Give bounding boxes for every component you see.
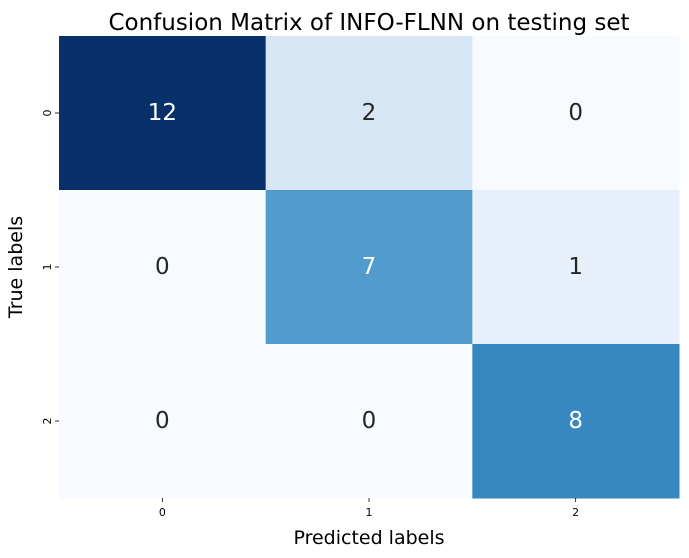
heatmap-cell-2-0 [59, 344, 267, 499]
cell-value-2-0: 0 [155, 408, 170, 434]
heatmap-cell-1-2 [472, 190, 680, 345]
y-axis-ticks: 0 1 2 [41, 110, 59, 425]
y-tick-label-1: 1 [41, 264, 54, 271]
heatmap-cells [59, 36, 680, 499]
heatmap-cell-0-1 [265, 36, 473, 191]
x-tick-label-2: 2 [572, 506, 579, 519]
cell-value-0-0: 12 [148, 100, 177, 126]
chart-title: Confusion Matrix of INFO-FLNN on testing… [108, 10, 629, 36]
y-tick-label-0: 0 [41, 110, 54, 117]
heatmap-cell-2-2 [472, 344, 680, 499]
heatmap-cell-0-0 [59, 36, 267, 191]
heatmap-cell-1-0 [59, 190, 267, 345]
cell-value-0-2: 0 [568, 100, 583, 126]
x-axis-label: Predicted labels [293, 527, 444, 549]
heatmap-cell-labels: 12 2 0 0 7 1 0 0 8 [148, 100, 583, 434]
x-tick-label-1: 1 [366, 506, 373, 519]
cell-value-1-0: 0 [155, 254, 170, 280]
heatmap-cell-1-1 [265, 190, 473, 345]
cell-value-2-2: 8 [568, 408, 583, 434]
cell-value-2-1: 0 [362, 408, 377, 434]
heatmap-cell-0-2 [472, 36, 680, 191]
cell-value-1-1: 7 [362, 254, 377, 280]
x-axis-ticks: 0 1 2 [159, 498, 579, 519]
heatmap-cell-2-1 [265, 344, 473, 499]
cell-value-1-2: 1 [568, 254, 583, 280]
x-tick-label-0: 0 [159, 506, 166, 519]
cell-value-0-1: 2 [362, 100, 377, 126]
y-axis-label: True labels [5, 216, 27, 319]
y-tick-label-2: 2 [41, 418, 54, 425]
